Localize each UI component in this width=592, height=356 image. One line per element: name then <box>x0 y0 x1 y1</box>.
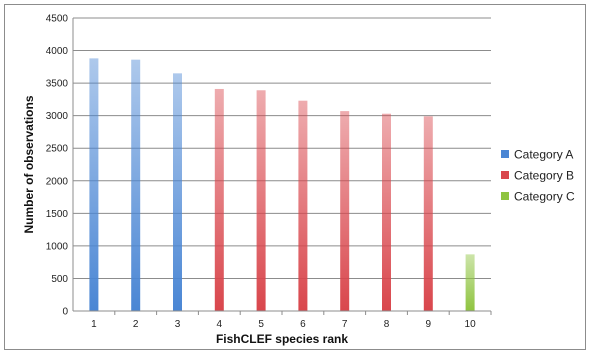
y-tick-label: 0 <box>62 307 68 318</box>
x-tick-label: 9 <box>426 319 432 330</box>
x-tick-label: 7 <box>342 319 348 330</box>
bar-category-b-rank-9 <box>423 116 433 311</box>
x-tick-label: 6 <box>300 319 306 330</box>
legend-swatch-category-c <box>501 192 509 200</box>
x-tick-label: 1 <box>91 319 97 330</box>
chart-frame: 0 500 1000 1500 2000 2500 3000 3500 4000 4500 1 2 3 4… <box>4 4 586 350</box>
x-tick-label: 5 <box>258 319 264 330</box>
legend: Category A Category B Category C <box>501 148 575 204</box>
y-tick-label: 4500 <box>46 14 69 25</box>
legend-label: Category A <box>514 148 573 162</box>
legend-label: Category C <box>514 190 575 204</box>
x-tick-label: 4 <box>217 319 223 330</box>
x-tick-label: 10 <box>465 319 477 330</box>
y-tick-label: 1000 <box>46 241 69 252</box>
bar-category-b-rank-8 <box>382 113 391 311</box>
bars <box>89 58 475 312</box>
legend-swatch-category-b <box>501 171 509 179</box>
axes: 0 500 1000 1500 2000 2500 3000 3500 4000 4500 1 2 3 4… <box>46 14 492 330</box>
x-tick-label: 2 <box>133 319 139 330</box>
bar-category-b-rank-6 <box>298 100 308 312</box>
y-tick-label: 1500 <box>46 209 69 220</box>
y-tick-label: 3500 <box>46 79 69 90</box>
legend-label: Category B <box>514 169 574 183</box>
bar-category-a-rank-1 <box>89 58 99 311</box>
y-tick-label: 2000 <box>46 176 69 187</box>
legend-swatch-category-a <box>501 150 509 158</box>
x-tick-label: 3 <box>175 319 181 330</box>
bar-category-c-rank-10 <box>465 254 475 311</box>
y-axis-title: Number of observations <box>22 95 36 233</box>
y-tick-label: 2500 <box>46 144 69 155</box>
bar-category-a-rank-2 <box>131 59 141 311</box>
x-tick-label: 8 <box>384 319 390 330</box>
bar-category-b-rank-7 <box>340 111 350 311</box>
bar-category-b-rank-5 <box>256 90 266 311</box>
y-tick-label: 4000 <box>46 46 69 57</box>
x-axis-title: FishCLEF species rank <box>216 332 348 346</box>
y-tick-label: 3000 <box>46 111 69 122</box>
y-tick-label: 500 <box>51 274 68 285</box>
gridlines <box>73 17 491 279</box>
bar-category-b-rank-4 <box>214 88 224 312</box>
bar-chart: 0 500 1000 1500 2000 2500 3000 3500 4000 4500 1 2 3 4… <box>22 14 575 347</box>
bar-category-a-rank-3 <box>173 73 182 311</box>
